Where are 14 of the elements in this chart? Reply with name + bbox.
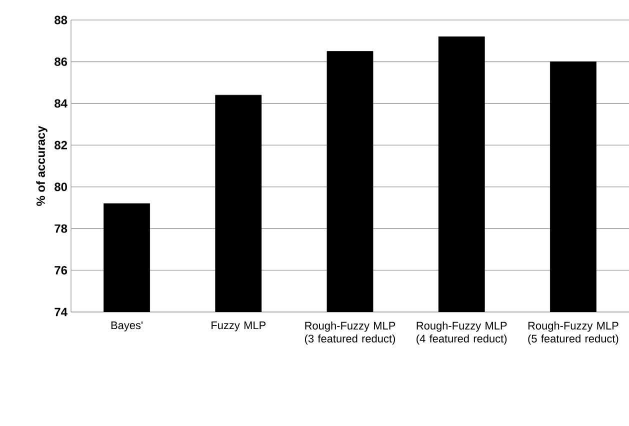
y-tick-label: 74 [54,308,68,316]
x-tick-label: Rough-Fuzzy MLP (4 featured reduct) [416,322,507,345]
y-axis-title: % of accuracy [36,126,48,206]
y-tick-label: 80 [54,182,67,192]
y-tick-label: 86 [54,57,68,66]
x-tick-label: Rough-Fuzzy MLP (5 featured reduct) [528,322,618,345]
y-tick-label: 76 [54,266,68,275]
y-tick-label: 84 [54,99,68,108]
y-tick-label: 88 [54,16,68,24]
y-tick-label: 82 [54,140,67,150]
x-tick-label: Rough-Fuzzy MLP (3 featured reduct) [304,322,396,345]
x-tick-label: Fuzzy MLP [212,322,266,332]
x-tick-label: Bayes' [111,322,143,332]
y-tick-label: 78 [54,224,68,233]
